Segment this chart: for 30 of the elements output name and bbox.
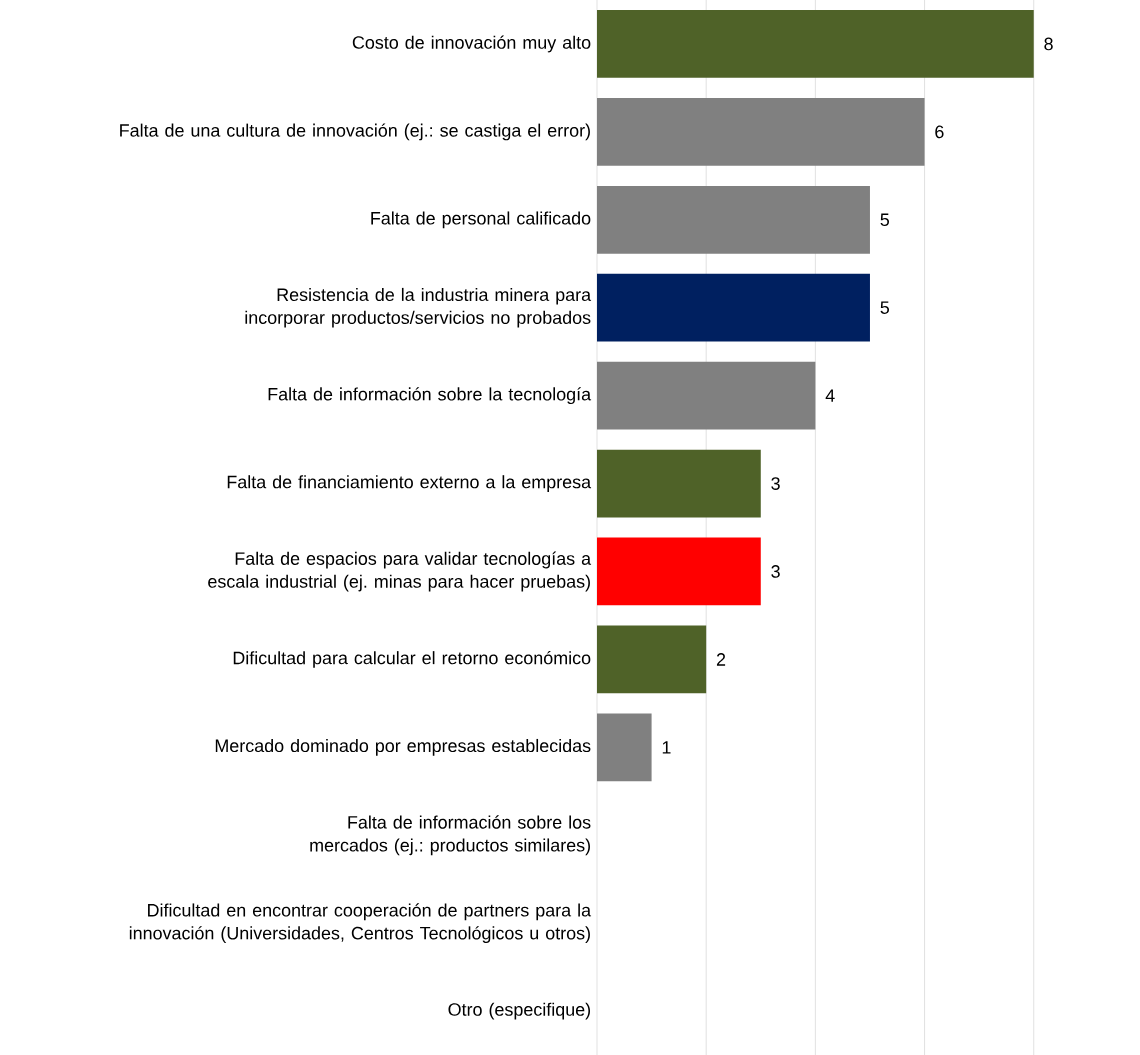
data-label: 4: [825, 389, 835, 402]
y-tick-label: Falta de una cultura de innovación (ej.: se castiga el error): [120, 123, 590, 141]
y-tick-label: Otro (especifique): [448, 1002, 591, 1020]
data-label: 2: [716, 653, 726, 666]
y-tick-label: Costo de innovación muy alto: [352, 35, 591, 53]
bar: [597, 361, 816, 430]
data-label: 6: [935, 125, 944, 139]
data-label: 3: [771, 477, 780, 490]
y-tick-label: Dificultad en encontrar cooperación de partners para la innovación (Universidades, Centros Tecnológicos u otros): [129, 903, 592, 944]
bar: [597, 273, 870, 342]
y-tick-label: Falta de información sobre los mercados (ej.: productos similares): [310, 815, 591, 856]
y-tick-label: Falta de información sobre la tecnología: [268, 387, 592, 405]
y-tick-label: Resistencia de la industria minera para incorporar productos/servicios no probados: [245, 287, 592, 328]
data-label: 8: [1044, 37, 1053, 51]
y-tick-label: Falta de financiamiento externo a la empresa: [227, 475, 592, 492]
bar: [597, 98, 925, 166]
y-tick-label: Falta de espacios para validar tecnologías a escala industrial (ej. minas para hacer pruebas): [208, 551, 592, 592]
data-label: 5: [880, 213, 890, 227]
y-tick-label: Mercado dominado por empresas establecidas: [215, 738, 591, 756]
y-tick-label: Falta de personal calificado: [371, 211, 591, 229]
y-tick-label: Dificultad para calcular el retorno económico: [233, 650, 591, 668]
bar: [597, 713, 652, 782]
data-label: 5: [880, 301, 890, 314]
bar: [597, 537, 761, 606]
data-label: 3: [771, 565, 780, 578]
bar: [597, 10, 1034, 78]
bar: [597, 185, 870, 254]
data-label: 1: [662, 741, 671, 754]
bar: [597, 625, 707, 694]
bar: [597, 449, 761, 518]
